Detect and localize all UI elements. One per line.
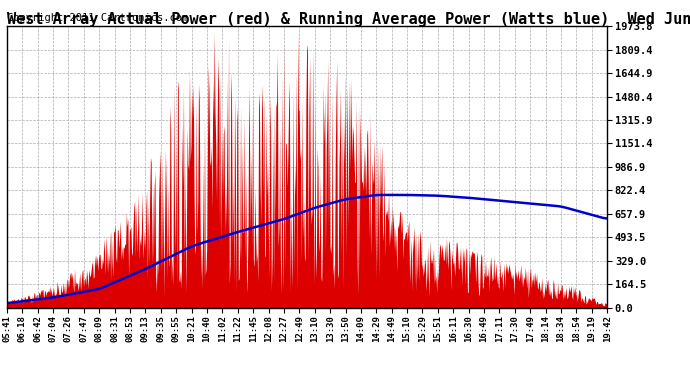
Text: Copyright 2011 Cartronics.com: Copyright 2011 Cartronics.com [7,13,188,23]
Text: West Array Actual Power (red) & Running Average Power (Watts blue)  Wed Jun 22 2: West Array Actual Power (red) & Running … [7,11,690,27]
